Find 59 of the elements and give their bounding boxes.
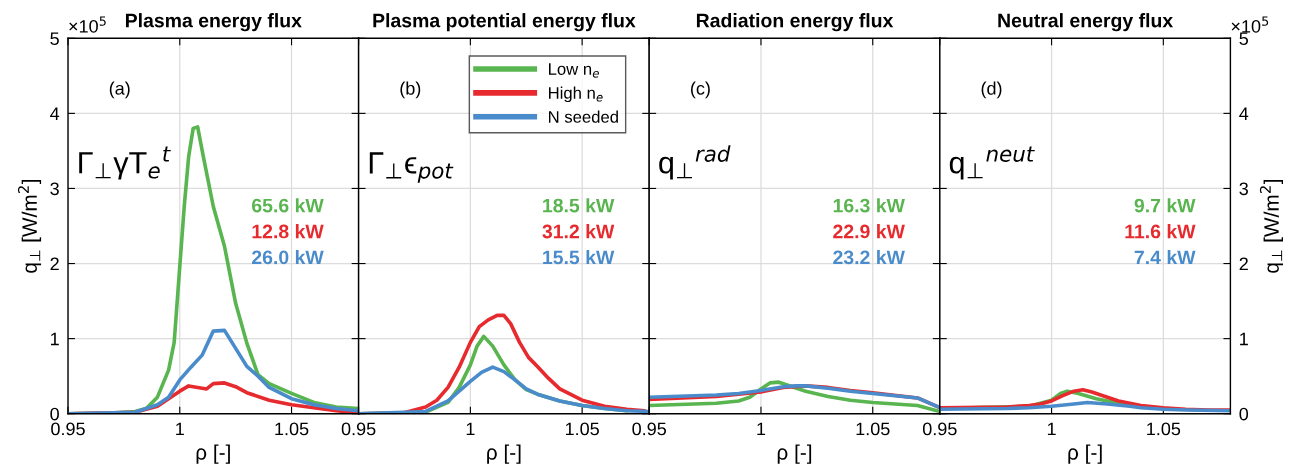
x-tick-label: 1 xyxy=(176,422,184,436)
x-axis-title: ρ [-] xyxy=(196,444,230,464)
y-tick-label: 4 xyxy=(50,107,60,120)
legend-label: High n$_{e}$ xyxy=(549,86,603,103)
chart-title: Plasma potential energy flux xyxy=(373,13,636,32)
y2-tick-label: 1 xyxy=(1240,332,1248,346)
y2-tick-label: 4 xyxy=(1239,107,1249,120)
x-tick-label: 1 xyxy=(757,422,766,436)
x-tick-label: 1.05 xyxy=(275,422,309,436)
legend-label: Low n$_{e}$ xyxy=(549,63,599,78)
y2-tick-label: 0 xyxy=(1239,407,1249,421)
annotation: 9.7 kW xyxy=(1134,198,1196,213)
x-tick-label: 0.95 xyxy=(51,422,85,436)
annotation: 65.6 kW xyxy=(252,198,324,213)
annotation: 23.2 kW xyxy=(833,249,905,265)
annotation: (c) xyxy=(691,81,710,99)
annotation: Γ$_{⊥}$γT$_{e}$$^{t}$ xyxy=(79,146,171,180)
y2-tick-label: 5 xyxy=(1239,32,1249,46)
x-tick-label: 0.95 xyxy=(922,422,957,436)
annotation: q$_{⊥}$$^{rad}$ xyxy=(659,145,731,180)
x-axis-title: ρ [-] xyxy=(1068,444,1102,464)
annotation: q$_{⊥}$$^{neut}$ xyxy=(949,146,1035,180)
annotation: (a) xyxy=(109,81,130,99)
x-tick-label: 1.05 xyxy=(856,422,890,436)
annotation: 22.9 kW xyxy=(833,224,905,239)
annotation: 26.0 kW xyxy=(251,249,324,265)
annotation: 16.3 kW xyxy=(833,198,905,213)
text: ×10$^{5}$ xyxy=(1231,16,1269,33)
annotation: (b) xyxy=(400,81,421,99)
text: ×10$^{5}$ xyxy=(69,16,106,33)
x-tick-label: 1.05 xyxy=(1147,422,1181,436)
y2-tick-label: 3 xyxy=(1239,182,1248,196)
chart-title: Plasma energy flux xyxy=(125,13,302,32)
chart-title: Neutral energy flux xyxy=(998,13,1174,32)
chart-title: Radiation energy flux xyxy=(696,13,894,32)
x-tick-label: 1 xyxy=(1047,422,1056,436)
legend-label: N seeded xyxy=(549,110,618,123)
y-tick-label: 2 xyxy=(50,257,59,271)
x-tick-label: 1.05 xyxy=(565,422,599,436)
x-axis-title: ρ [-] xyxy=(487,444,521,464)
annotation: 12.8 kW xyxy=(252,224,324,239)
y-tick-label: 0 xyxy=(50,407,59,421)
annotation: 18.5 kW xyxy=(543,198,615,213)
y-tick-label: 1 xyxy=(51,332,59,346)
x-tick-label: 0.95 xyxy=(341,422,376,436)
y2-tick-label: 2 xyxy=(1239,257,1248,271)
x-axis-title: ρ [-] xyxy=(777,444,812,464)
annotation: 15.5 kW xyxy=(543,249,615,265)
annotation: 31.2 kW xyxy=(542,224,615,239)
annotation: 7.4 kW xyxy=(1134,249,1196,265)
x-tick-label: 1 xyxy=(466,422,475,436)
annotation: 11.6 kW xyxy=(1125,224,1196,239)
y-axis-title: q$_{⊥}$ [W/m$^{2}$] xyxy=(17,179,42,273)
y2-axis-title: q$_{⊥}$ [W/m$^{2}$] xyxy=(1259,179,1284,273)
x-tick-label: 0.95 xyxy=(632,422,667,436)
y-tick-label: 5 xyxy=(50,32,59,46)
annotation: (d) xyxy=(981,81,1002,99)
y-tick-label: 3 xyxy=(50,182,59,196)
annotation: Γ$_{⊥}$ϵ$_{pot}$ xyxy=(369,152,454,183)
